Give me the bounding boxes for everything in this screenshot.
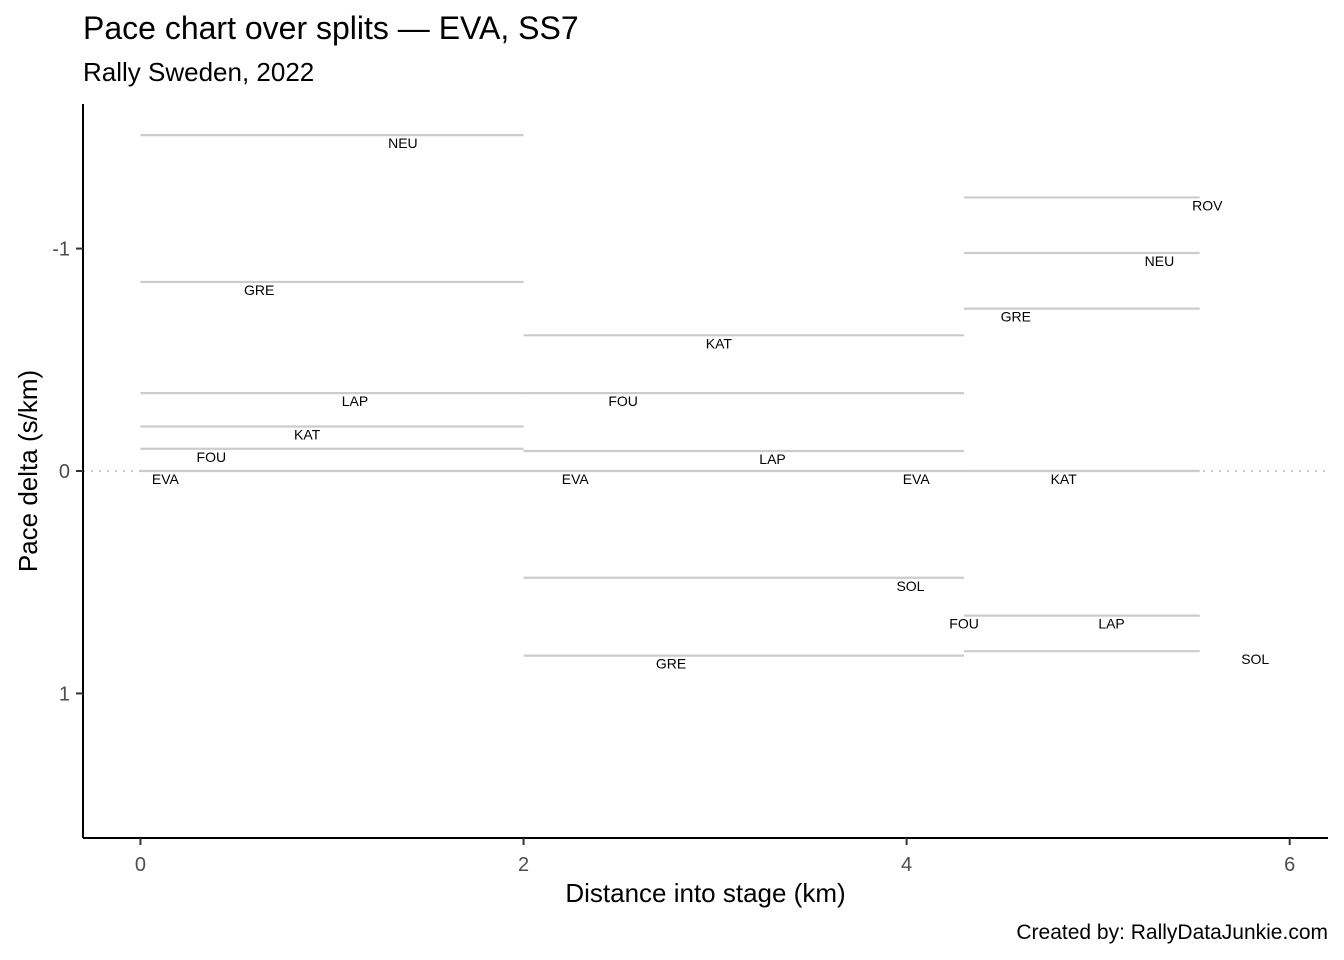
segment-label-eva: EVA (903, 471, 931, 487)
x-tick-label: 2 (518, 854, 529, 876)
segment-label-sol: SOL (896, 578, 924, 594)
y-tick-label: 0 (59, 461, 70, 483)
segment-label-kat: KAT (294, 427, 321, 443)
segment-label-lap: LAP (342, 393, 368, 409)
axes-layer: 0 2 4 6 -1 0 1 (52, 104, 1328, 876)
segment-label-sol: SOL (1241, 651, 1269, 667)
segment-label-fou: FOU (608, 393, 638, 409)
segment-label-eva: EVA (562, 471, 590, 487)
x-axis-title: Distance into stage (km) (565, 878, 845, 908)
x-tick-label: 4 (901, 854, 912, 876)
segments-layer (140, 134, 1200, 657)
segment-label-gre: GRE (1001, 309, 1031, 325)
segment-label-neu: NEU (388, 135, 418, 151)
chart-caption: Created by: RallyDataJunkie.com (1016, 921, 1328, 944)
segment-label-gre: GRE (656, 656, 686, 672)
x-tick-label: 6 (1284, 854, 1295, 876)
segment-label-rov: ROV (1192, 197, 1223, 213)
segment-label-fou: FOU (949, 616, 979, 632)
y-tick-label: 1 (59, 683, 70, 705)
segment-label-lap: LAP (759, 451, 785, 467)
segment-label-kat: KAT (706, 335, 733, 351)
y-axis-title: Pace delta (s/km) (13, 370, 43, 572)
segment-label-kat: KAT (1051, 471, 1078, 487)
segment-label-neu: NEU (1145, 253, 1175, 269)
segment-label-lap: LAP (1098, 616, 1124, 632)
x-tick-label: 0 (135, 854, 146, 876)
y-tick-label: -1 (52, 239, 70, 261)
segment-label-eva: EVA (152, 471, 180, 487)
segment-label-gre: GRE (244, 282, 274, 298)
chart-subtitle: Rally Sweden, 2022 (83, 57, 315, 87)
segment-labels-layer: NEU GRE LAP KAT FOU EVA KAT FOU LAP EVA SOL GRE ROV N… (152, 135, 1270, 671)
segment-label-fou: FOU (197, 449, 227, 465)
chart-title: Pace chart over splits — EVA, SS7 (83, 10, 579, 46)
